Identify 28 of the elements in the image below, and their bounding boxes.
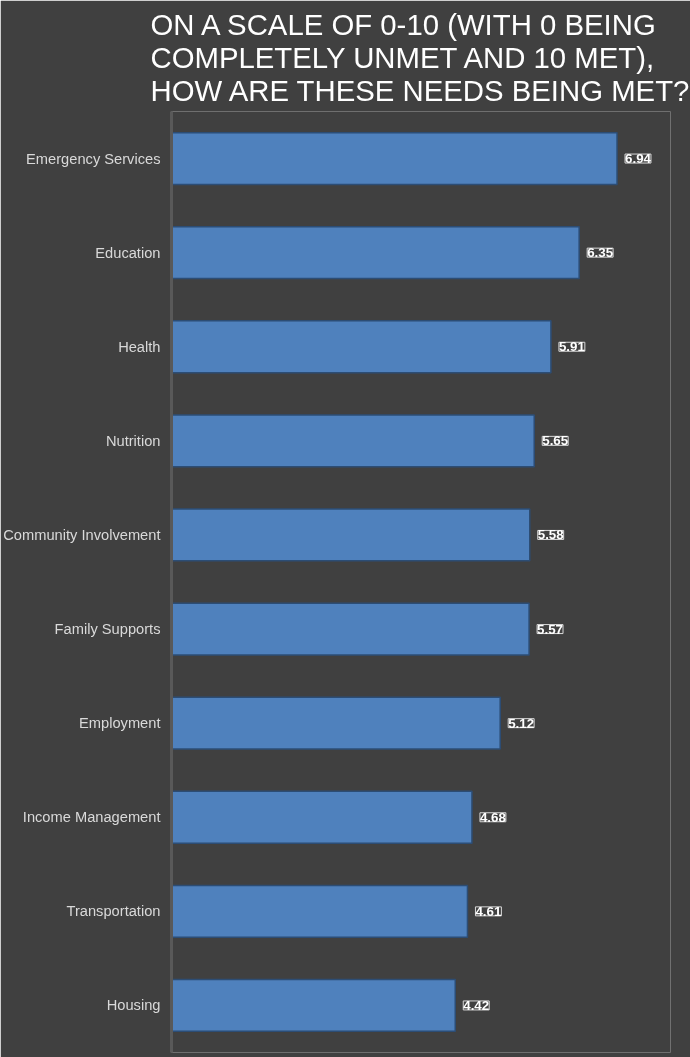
bar: [171, 978, 457, 1033]
y-tick-label: Education: [95, 244, 161, 261]
data-label: 5.57: [537, 621, 564, 637]
bar: [171, 696, 501, 750]
data-label: 6.35: [587, 245, 614, 261]
bar: [171, 508, 531, 562]
data-label: 5.65: [542, 433, 569, 449]
bar: [171, 414, 535, 468]
y-tick-label: Community Involvement: [3, 526, 161, 543]
y-tick-label: Family Supports: [54, 621, 161, 638]
y-tick-label: Income Management: [22, 809, 161, 826]
y-tick-label: Employment: [79, 715, 161, 732]
data-label: 5.91: [558, 339, 586, 355]
y-tick-label: Housing: [106, 997, 161, 1014]
data-label: 4.68: [479, 809, 506, 825]
bar: [171, 884, 469, 938]
y-tick-label: Nutrition: [105, 432, 161, 449]
bar: [171, 602, 530, 656]
bar: [171, 320, 552, 374]
y-tick-label: Emergency Services: [26, 150, 161, 167]
y-tick-label: Transportation: [66, 903, 161, 920]
bar: [171, 790, 473, 844]
y-tick-label: Health: [118, 338, 161, 355]
data-label: 6.94: [625, 151, 652, 167]
data-label: 5.12: [508, 715, 535, 731]
bar: [171, 131, 618, 186]
chart-title: ON A SCALE OF 0-10 (WITH 0 BEING COMPLETELY UNMET AND 10 MET), HOW ARE THESE NEEDS BEING MET?: [150, 7, 690, 107]
bar: [171, 226, 580, 280]
